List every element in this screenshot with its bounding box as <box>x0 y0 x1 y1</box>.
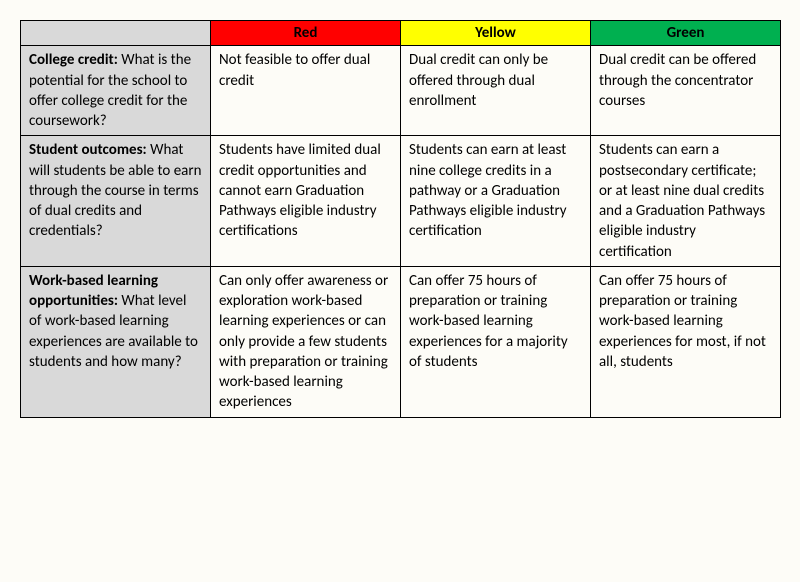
cell-yellow: Dual credit can only be offered through … <box>401 46 591 136</box>
cell-red: Students have limited dual credit opport… <box>211 136 401 267</box>
cell-green: Can offer 75 hours of preparation or tra… <box>591 266 781 417</box>
rubric-table: Red Yellow Green College credit: What is… <box>20 20 781 418</box>
cell-green: Dual credit can be offered through the c… <box>591 46 781 136</box>
cell-yellow: Can offer 75 hours of preparation or tra… <box>401 266 591 417</box>
header-green: Green <box>591 21 781 46</box>
cell-green: Students can earn a postsecondary certif… <box>591 136 781 267</box>
header-yellow: Yellow <box>401 21 591 46</box>
table-row: Student outcomes: What will students be … <box>21 136 781 267</box>
row-label: Work-based learning opportunities: What … <box>21 266 211 417</box>
row-label: Student outcomes: What will students be … <box>21 136 211 267</box>
cell-red: Can only offer awareness or exploration … <box>211 266 401 417</box>
header-blank <box>21 21 211 46</box>
header-red: Red <box>211 21 401 46</box>
row-lead: College credit: <box>29 51 118 69</box>
header-row: Red Yellow Green <box>21 21 781 46</box>
row-label: College credit: What is the potential fo… <box>21 46 211 136</box>
cell-yellow: Students can earn at least nine college … <box>401 136 591 267</box>
table-row: Work-based learning opportunities: What … <box>21 266 781 417</box>
table-row: College credit: What is the potential fo… <box>21 46 781 136</box>
row-lead: Student outcomes: <box>29 141 147 159</box>
cell-red: Not feasible to offer dual credit <box>211 46 401 136</box>
